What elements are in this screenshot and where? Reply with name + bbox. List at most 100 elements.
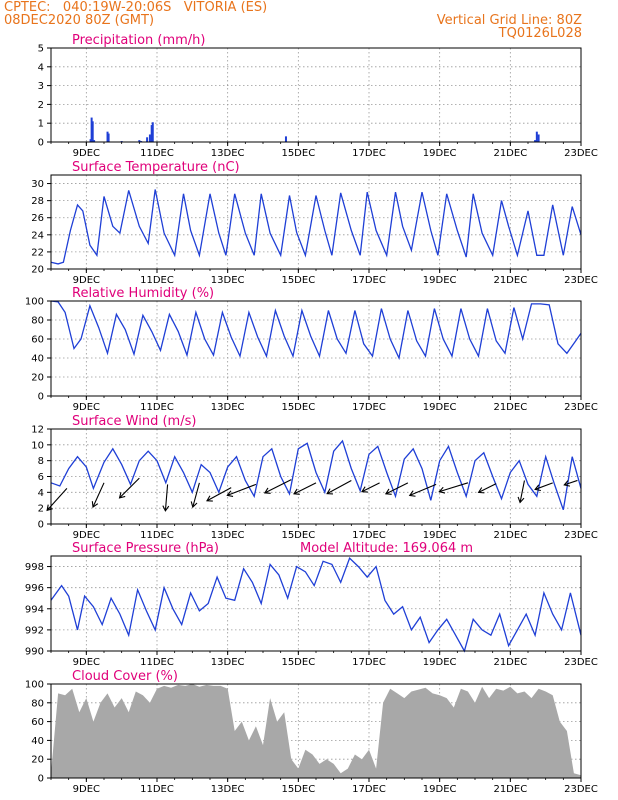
cloud-area	[51, 684, 581, 778]
y-tick-label: 0	[38, 138, 44, 149]
code-label: TQ0126L028	[498, 26, 582, 41]
x-tick-label: 23DEC	[564, 657, 598, 668]
y-tick-label: 100	[25, 680, 44, 691]
x-tick-label: 19DEC	[423, 530, 457, 541]
x-tick-label: 9DEC	[73, 402, 100, 413]
y-tick-label: 80	[31, 698, 44, 709]
series-line	[50, 189, 582, 265]
y-tick-label: 6	[38, 472, 44, 483]
wind-arrow-head	[517, 496, 525, 504]
x-tick-label: 9DEC	[73, 657, 100, 668]
wind-arrow-shaft	[534, 482, 553, 490]
wind-arrow-head	[477, 487, 485, 494]
y-tick-label: 1	[38, 119, 44, 130]
precip-bar	[93, 140, 96, 142]
y-tick-label: 20	[31, 373, 44, 384]
wind-arrow-shaft	[46, 488, 68, 511]
y-tick-label: 4	[38, 62, 44, 73]
precip-bar	[284, 136, 287, 142]
x-tick-label: 13DEC	[211, 657, 245, 668]
x-tick-label: 15DEC	[281, 657, 315, 668]
wind-arrow-head	[563, 480, 571, 487]
wind-arrow-shaft	[264, 479, 292, 494]
wind-arrow-shaft	[361, 482, 380, 493]
x-tick-label: 13DEC	[211, 275, 245, 286]
wind-arrow-head	[91, 501, 99, 509]
x-tick-label: 21DEC	[493, 784, 527, 795]
x-tick-label: 23DEC	[564, 402, 598, 413]
wind-arrow-head	[534, 484, 541, 492]
panel-annotation: Model Altitude: 169.064 m	[300, 541, 473, 556]
grid-note-label: Vertical Grid Line: 80Z	[436, 13, 582, 28]
x-tick-label: 17DEC	[352, 530, 386, 541]
x-tick-label: 13DEC	[211, 530, 245, 541]
wind-arrow-head	[293, 488, 300, 495]
y-tick-label: 992	[25, 625, 44, 636]
x-tick-label: 9DEC	[73, 784, 100, 795]
x-tick-label: 23DEC	[564, 148, 598, 159]
precip-bar	[146, 137, 149, 142]
y-tick-label: 996	[25, 583, 44, 594]
series-line	[50, 556, 582, 653]
wind-arrow-shaft	[164, 484, 169, 511]
y-tick-label: 20	[31, 755, 44, 766]
x-tick-label: 17DEC	[352, 148, 386, 159]
y-tick-label: 30	[31, 179, 44, 190]
x-tick-label: 17DEC	[352, 402, 386, 413]
precip-bar	[535, 131, 538, 142]
precip-bar	[534, 140, 537, 142]
x-tick-label: 23DEC	[564, 275, 598, 286]
x-tick-label: 15DEC	[281, 784, 315, 795]
y-tick-label: 20	[31, 265, 44, 276]
panel-title: Surface Temperature (nC)	[72, 160, 240, 175]
precip-bar	[91, 121, 94, 142]
y-tick-label: 0	[38, 774, 44, 785]
plot-frame	[50, 428, 582, 525]
x-tick-label: 17DEC	[352, 784, 386, 795]
x-tick-label: 19DEC	[423, 275, 457, 286]
x-tick-label: 9DEC	[73, 275, 100, 286]
wind-arrow-shaft	[293, 482, 317, 495]
y-tick-label: 4	[38, 488, 44, 499]
x-tick-label: 15DEC	[281, 275, 315, 286]
x-tick-label: 13DEC	[211, 402, 245, 413]
x-tick-label: 9DEC	[73, 530, 100, 541]
wind-arrow-shaft	[92, 482, 105, 508]
wind-arrow-shaft	[409, 483, 437, 496]
y-tick-label: 28	[31, 196, 44, 207]
y-tick-label: 26	[31, 213, 44, 224]
x-tick-label: 23DEC	[564, 530, 598, 541]
precip-bar	[138, 140, 141, 142]
y-tick-label: 60	[31, 335, 44, 346]
x-tick-label: 19DEC	[423, 402, 457, 413]
wind-arrow-shaft	[385, 482, 409, 495]
y-tick-label: 998	[25, 562, 44, 573]
y-tick-label: 22	[31, 247, 44, 258]
wind-arrow-head	[361, 486, 368, 493]
y-tick-label: 2	[38, 100, 44, 111]
y-tick-label: 100	[25, 297, 44, 308]
x-tick-label: 21DEC	[493, 657, 527, 668]
wind-arrow-head	[190, 501, 198, 509]
panel-title: Cloud Cover (%)	[72, 669, 178, 684]
wind-arrow-head	[326, 488, 333, 495]
wind-arrow-shaft	[564, 479, 578, 486]
wind-arrow-head	[226, 490, 234, 497]
y-tick-label: 8	[38, 456, 44, 467]
wind-arrow-shaft	[227, 483, 257, 496]
wind-arrow-shaft	[206, 487, 232, 502]
station-label: CPTEC: 040:19W-20:06S VITORIA (ES)	[4, 0, 268, 15]
precip-bar	[150, 125, 153, 142]
panel-title: Surface Pressure (hPa)	[72, 541, 219, 556]
x-tick-label: 19DEC	[423, 784, 457, 795]
panel-2: 0 20 40 60 80 100 9DEC 11DEC 13DEC 15DEC 17DEC 19DE…	[25, 286, 598, 413]
x-tick-label: 19DEC	[423, 148, 457, 159]
x-tick-label: 11DEC	[140, 402, 174, 413]
precip-bar	[90, 117, 93, 142]
x-tick-label: 11DEC	[140, 530, 174, 541]
y-tick-label: 40	[31, 736, 44, 747]
series-line	[50, 300, 582, 361]
y-tick-label: 0	[38, 392, 44, 403]
wind-arrow-head	[118, 492, 126, 499]
